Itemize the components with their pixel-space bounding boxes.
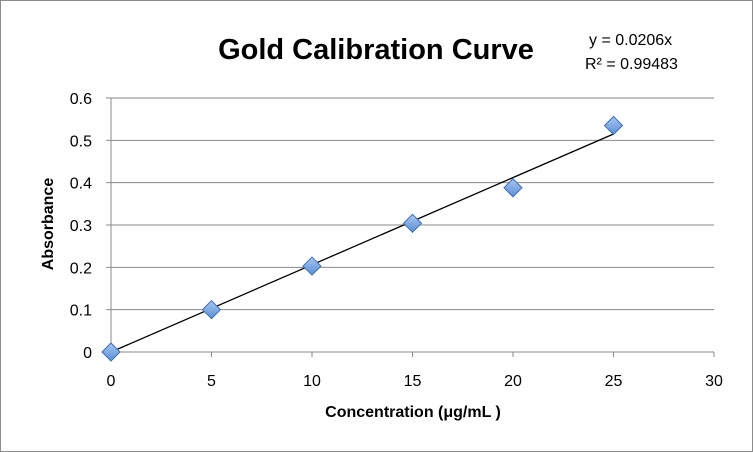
data-point-2 <box>302 256 322 276</box>
chart-title: Gold Calibration Curve <box>218 34 534 66</box>
x-tick-label-3: 15 <box>404 373 422 390</box>
y-tick-label-3: 0.3 <box>70 218 92 235</box>
x-tick-label-5: 25 <box>605 373 623 390</box>
y-tick-label-1: 0.1 <box>70 303 92 320</box>
x-tick-label-2: 10 <box>303 373 321 390</box>
axes <box>106 97 715 357</box>
x-tick-label-6: 30 <box>705 373 723 390</box>
data-point-4 <box>503 178 523 198</box>
data-point-0 <box>101 342 121 362</box>
y-tick-label-4: 0.4 <box>70 176 92 193</box>
y-tick-label-5: 0.5 <box>70 133 92 150</box>
data-point-3 <box>402 213 423 234</box>
y-tick-label-2: 0.2 <box>70 260 92 277</box>
y-tick-label-0: 0 <box>83 345 92 362</box>
y-axis-title: Absorbance <box>40 178 57 271</box>
x-tick-label-1: 5 <box>207 373 216 390</box>
data-point-1 <box>201 299 222 320</box>
data-point-5 <box>603 115 624 136</box>
data-points <box>101 115 624 362</box>
gridlines <box>111 97 714 311</box>
x-axis-title: Concentration (μg/mL ) <box>325 404 501 421</box>
tick-labels: 0 0.1 0.2 0.3 0.4 0.5 0.6 0 5 10 15 20 25 30 <box>70 91 723 390</box>
y-tick-label-6: 0.6 <box>70 91 92 108</box>
trendline-group <box>110 133 614 353</box>
r-squared-label: R² = 0.99483 <box>585 56 678 73</box>
x-tick-label-4: 20 <box>504 373 522 390</box>
x-tick-label-0: 0 <box>107 373 116 390</box>
trendline <box>110 133 614 353</box>
trendline-equation: y = 0.0206x <box>589 32 672 49</box>
